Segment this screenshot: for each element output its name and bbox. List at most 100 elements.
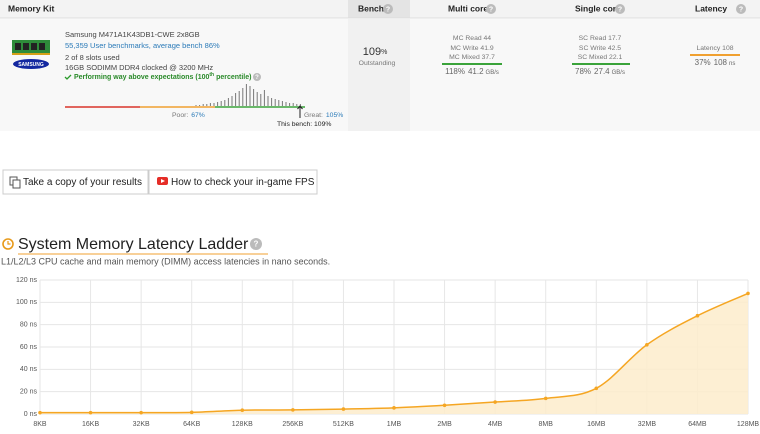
data-point	[189, 410, 194, 415]
x-tick-label: 8KB	[33, 421, 47, 428]
data-point	[594, 386, 599, 391]
mc-percent: 118%	[445, 67, 465, 76]
great-text: Great:	[304, 112, 323, 119]
data-point	[543, 396, 548, 401]
latency-summary: 37% 108 ns	[695, 58, 736, 67]
y-tick-label: 40 ns	[20, 366, 38, 373]
data-point	[645, 342, 649, 347]
section-title: System Memory Latency Ladder	[18, 236, 249, 253]
button-label: Take a copy of your results	[23, 177, 142, 188]
bench-col-bg	[348, 19, 410, 131]
kit-name[interactable]: Samsung M471A1K43DB1-CWE 2x8GB	[65, 30, 200, 39]
great-label: Great: 105%	[304, 112, 343, 119]
this-bench: This bench: 109%	[277, 121, 331, 128]
kit-spec: 16GB SODIMM DDR4 clocked @ 3200 MHz	[65, 63, 213, 72]
latency-chart: 0 ns 20 ns 40 ns 60 ns 80 ns 100 ns 120 ns 8KB 1…	[16, 277, 759, 428]
latency-value: 108	[714, 58, 728, 67]
ram-image: SAMSUNG	[12, 40, 50, 69]
bench-value: 109	[363, 46, 381, 58]
sc-line: SC Mixed 22.1	[578, 54, 623, 61]
help-icon[interactable]: ?	[615, 4, 625, 14]
help-icon[interactable]: ?	[736, 4, 746, 14]
clock-icon	[2, 238, 14, 250]
help-mark: ?	[386, 6, 390, 13]
kit-performance: Performing way above expectations (100th…	[74, 72, 251, 81]
help-mark: ?	[254, 240, 259, 249]
header-col: Bench	[358, 3, 384, 13]
y-tick-label: 120 ns	[16, 277, 38, 284]
x-tick-label: 16MB	[587, 421, 606, 428]
brand-logo: SAMSUNG	[18, 62, 44, 68]
check-icon	[64, 74, 72, 80]
help-icon[interactable]: ?	[486, 4, 496, 14]
help-icon[interactable]: ?	[383, 4, 393, 14]
clock-hands	[7, 241, 11, 245]
data-point	[695, 313, 700, 318]
x-tick-label: 1MB	[387, 421, 402, 428]
help-mark: ?	[739, 6, 743, 13]
data-point	[392, 406, 396, 410]
sc-percent: 78%	[575, 67, 591, 76]
header-bench-bg	[348, 0, 410, 18]
x-tick-label: 256KB	[282, 421, 303, 428]
sc-line: SC Write 42.5	[579, 45, 621, 52]
section-subtitle: L1/L2/L3 CPU cache and main memory (DIMM…	[1, 256, 330, 266]
help-mark: ?	[618, 6, 622, 13]
y-tick-label: 60 ns	[20, 344, 38, 351]
kit-benchmarks[interactable]: 55,359 User benchmarks, average bench 86…	[65, 41, 220, 50]
latency-line: Latency 108	[696, 45, 733, 52]
data-point	[493, 400, 497, 404]
perf-text: Performing way above expectations (100	[74, 74, 209, 81]
data-point	[341, 407, 346, 411]
header-col: Single core	[575, 3, 621, 13]
data-point	[240, 408, 245, 413]
button-label: How to check your in-game FPS	[171, 177, 315, 188]
help-mark: ?	[255, 75, 259, 81]
help-mark: ?	[489, 6, 493, 13]
x-tick-label: 64KB	[183, 421, 200, 428]
x-tick-label: 128MB	[737, 421, 760, 428]
header-col: Latency	[695, 3, 727, 13]
bench-arrow	[297, 105, 303, 118]
y-tick-label: 0 ns	[24, 411, 38, 418]
x-tick-label: 32KB	[133, 421, 150, 428]
sc-summary: 78% 27.4 GB/s	[575, 67, 625, 76]
copy-button[interactable]: Take a copy of your results	[2, 169, 149, 195]
latency-unit: ns	[729, 61, 735, 67]
sc-line: SC Read 17.7	[579, 35, 622, 42]
kit-slots: 2 of 8 slots used	[65, 53, 120, 62]
x-tick-label: 4MB	[488, 421, 503, 428]
perf-sup: th	[209, 72, 214, 78]
data-point	[38, 410, 42, 415]
bench-unit: %	[381, 49, 387, 56]
header-col: Memory Kit	[8, 3, 54, 13]
sc-value: 27.4	[594, 67, 610, 76]
help-icon[interactable]: ?	[253, 73, 261, 81]
x-tick-label: 32MB	[638, 421, 657, 428]
mc-value: 41.2	[468, 67, 484, 76]
latency-percent: 37%	[695, 58, 711, 67]
fps-button[interactable]: How to check your in-game FPS	[148, 169, 318, 195]
data-point	[291, 408, 295, 412]
poor-label: Poor: 67%	[172, 112, 205, 119]
data-point	[88, 410, 93, 415]
mc-line: MC Write 41.9	[450, 45, 494, 52]
mc-unit: GB/s	[486, 70, 499, 76]
y-tick-label: 80 ns	[20, 322, 38, 329]
area-fill	[40, 293, 748, 414]
poor-text: Poor:	[172, 112, 188, 119]
data-point	[442, 403, 447, 408]
x-tick-label: 128KB	[232, 421, 253, 428]
x-tick-label: 512KB	[333, 421, 354, 428]
x-tick-label: 8MB	[539, 421, 554, 428]
y-tick-label: 20 ns	[20, 389, 38, 396]
mc-line: MC Read 44	[453, 35, 491, 42]
header-col: Multi core	[448, 3, 488, 13]
x-tick-label: 2MB	[437, 421, 452, 428]
help-icon[interactable]: ?	[250, 238, 262, 250]
perf-end: percentile)	[214, 74, 251, 81]
x-tick-label: 16KB	[82, 421, 99, 428]
